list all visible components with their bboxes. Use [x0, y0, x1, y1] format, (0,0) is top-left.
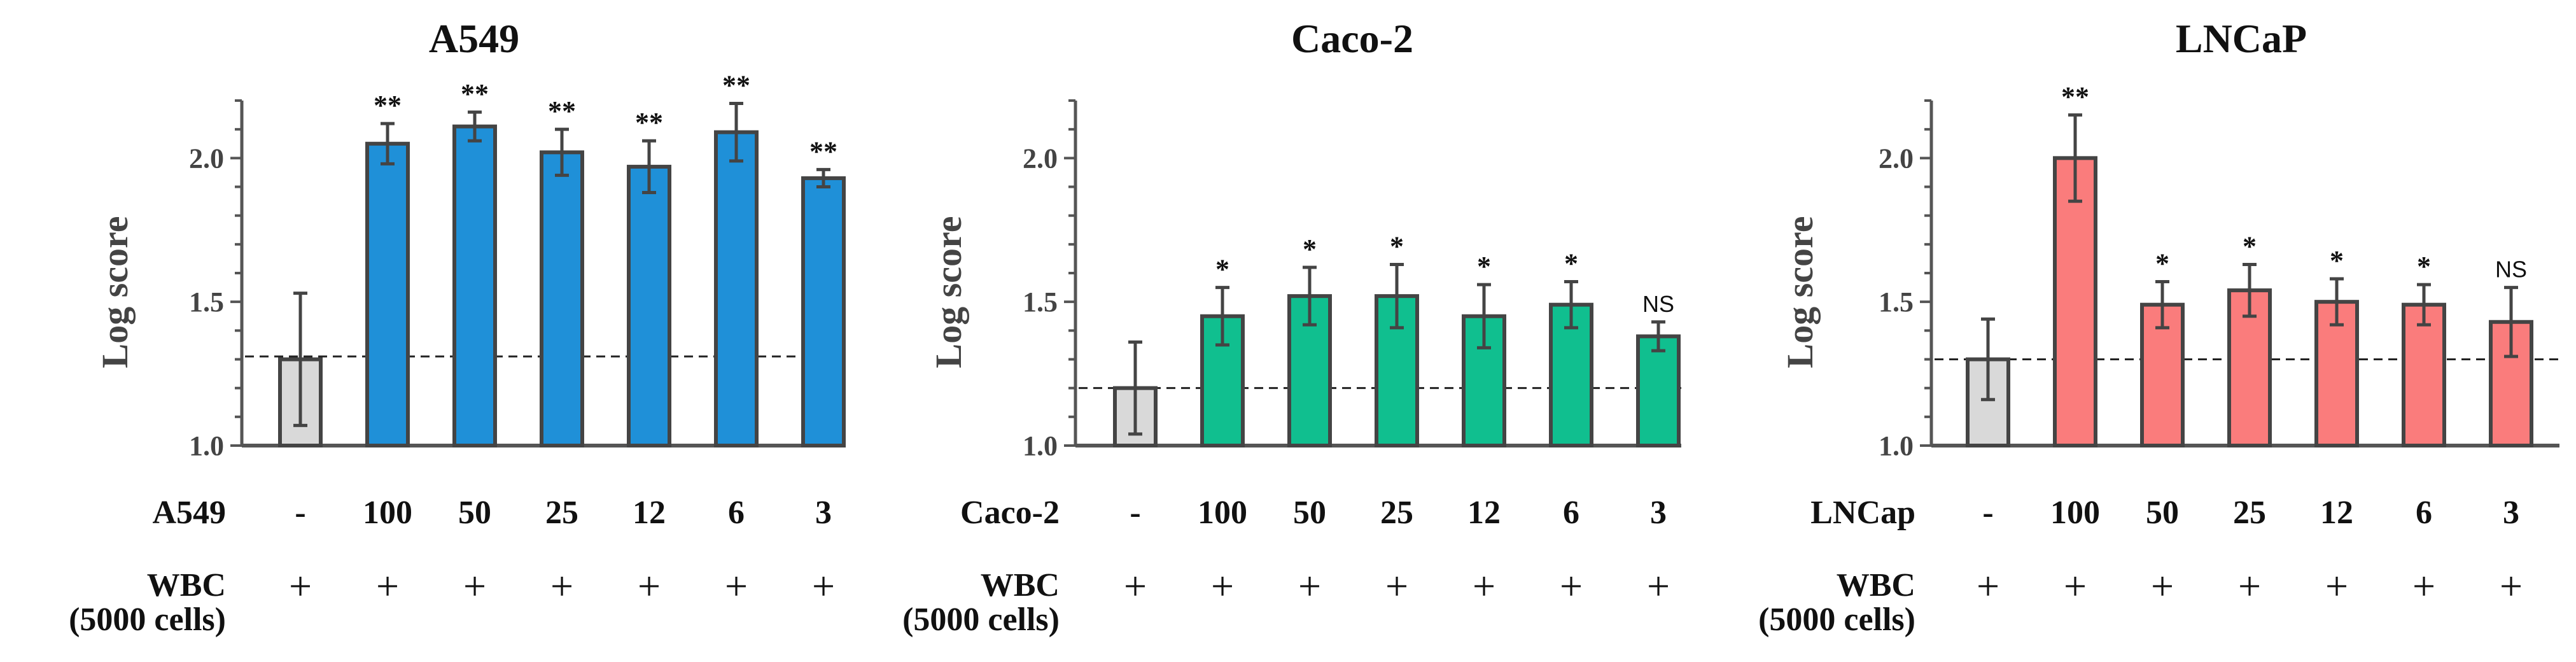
bar	[452, 124, 497, 447]
wbc-count-label: (5000 cells)	[902, 602, 1060, 638]
y-tick-label: 1.5	[1879, 286, 1914, 318]
wbc-plus-sign: +	[1473, 563, 1495, 609]
bar	[2053, 156, 2097, 447]
dose-label: 6	[2416, 495, 2432, 531]
wbc-plus-sign: +	[1977, 563, 1999, 609]
dose-label: 100	[2050, 495, 2100, 531]
y-tick-label: 2.0	[1879, 143, 1914, 174]
significance-label: **	[2061, 81, 2089, 113]
significance-label: **	[722, 70, 750, 101]
cell-line-row-label: LNCap	[1810, 495, 1915, 531]
wbc-plus-sign: +	[1385, 563, 1408, 609]
y-axis-label: Log score	[1779, 216, 1821, 369]
bar	[714, 130, 759, 448]
chart-title: A549	[429, 16, 519, 61]
wbc-plus-sign: +	[2238, 563, 2261, 609]
wbc-plus-sign: +	[550, 563, 573, 609]
wbc-plus-sign: +	[463, 563, 486, 609]
dose-label: 25	[545, 495, 578, 531]
wbc-plus-sign: +	[1211, 563, 1234, 609]
wbc-plus-sign: +	[2412, 563, 2435, 609]
significance-label: *	[2243, 230, 2257, 262]
wbc-plus-sign: +	[1647, 563, 1670, 609]
wbc-plus-sign: +	[2500, 563, 2523, 609]
dose-label: 50	[1293, 495, 1326, 531]
dose-label: 3	[1650, 495, 1667, 531]
bar	[627, 164, 671, 447]
y-tick-label: 1.0	[1879, 430, 1914, 461]
significance-label: *	[1303, 234, 1317, 265]
dose-label: 25	[1380, 495, 1413, 531]
y-tick-label: 1.5	[1023, 286, 1058, 318]
significance-label: **	[374, 90, 402, 121]
dose-label: 50	[2146, 495, 2179, 531]
significance-label: **	[635, 107, 663, 138]
wbc-row-label: WBC	[1837, 567, 1915, 603]
wbc-count-label: (5000 cells)	[1758, 602, 1915, 638]
dose-label: -	[1982, 495, 1993, 531]
significance-label: *	[1390, 230, 1404, 262]
dose-label: 6	[728, 495, 745, 531]
dose-label: 25	[2233, 495, 2266, 531]
y-tick-label: 2.0	[1023, 143, 1058, 174]
dose-label: -	[295, 495, 305, 531]
cell-line-row-label: A549	[152, 495, 226, 531]
wbc-plus-sign: +	[2325, 563, 2348, 609]
dose-label: 100	[1198, 495, 1247, 531]
wbc-count-label: (5000 cells)	[69, 602, 226, 638]
panel-caco2: Caco-2 Log score 1.0 1.5 2.0 - + * 100 + * 50 + * 25 + *…	[902, 16, 1681, 638]
bar	[2402, 302, 2446, 447]
significance-label: *	[2330, 245, 2344, 276]
significance-label: **	[548, 95, 576, 127]
dose-label: 12	[2320, 495, 2353, 531]
significance-label: *	[2155, 248, 2169, 279]
dose-label: 3	[2503, 495, 2519, 531]
wbc-plus-sign: +	[812, 563, 835, 609]
wbc-plus-sign: +	[725, 563, 748, 609]
wbc-plus-sign: +	[1298, 563, 1321, 609]
wbc-plus-sign: +	[2064, 563, 2087, 609]
wbc-plus-sign: +	[289, 563, 312, 609]
y-axis-label: Log score	[928, 216, 969, 369]
significance-label: *	[1564, 248, 1578, 279]
significance-label: **	[461, 78, 489, 109]
significance-label: NS	[1642, 291, 1674, 317]
dose-label: 12	[1467, 495, 1501, 531]
y-tick-label: 1.0	[189, 430, 224, 461]
wbc-row-label: WBC	[147, 567, 226, 603]
bar	[1636, 334, 1681, 447]
wbc-plus-sign: +	[2151, 563, 2174, 609]
wbc-plus-sign: +	[376, 563, 399, 609]
wbc-plus-sign: +	[1124, 563, 1147, 609]
dose-label: 3	[815, 495, 832, 531]
dose-label: -	[1130, 495, 1140, 531]
wbc-plus-sign: +	[1560, 563, 1583, 609]
significance-label: **	[809, 136, 837, 167]
y-tick-label: 1.5	[189, 286, 224, 318]
bar	[365, 141, 410, 447]
wbc-plus-sign: +	[638, 563, 661, 609]
cell-line-row-label: Caco-2	[960, 495, 1060, 531]
dose-label: 12	[633, 495, 666, 531]
chart-title: Caco-2	[1291, 16, 1413, 61]
dose-label: 6	[1563, 495, 1579, 531]
panel-a549: A549 Log score 1.0 1.5 2.0 - + ** 100 + ** 50 + ** 25 +…	[69, 16, 846, 638]
significance-label: *	[1215, 254, 1229, 285]
y-tick-label: 2.0	[189, 143, 224, 174]
significance-label: *	[2417, 251, 2431, 282]
y-tick-label: 1.0	[1023, 430, 1058, 461]
chart-title: LNCaP	[2176, 16, 2307, 61]
dose-label: 50	[458, 495, 491, 531]
y-axis-label: Log score	[94, 216, 136, 369]
wbc-row-label: WBC	[981, 567, 1060, 603]
significance-label: NS	[2495, 257, 2527, 283]
significance-label: *	[1477, 251, 1491, 282]
dose-label: 100	[363, 495, 412, 531]
bar	[540, 150, 584, 448]
bar	[801, 176, 846, 447]
